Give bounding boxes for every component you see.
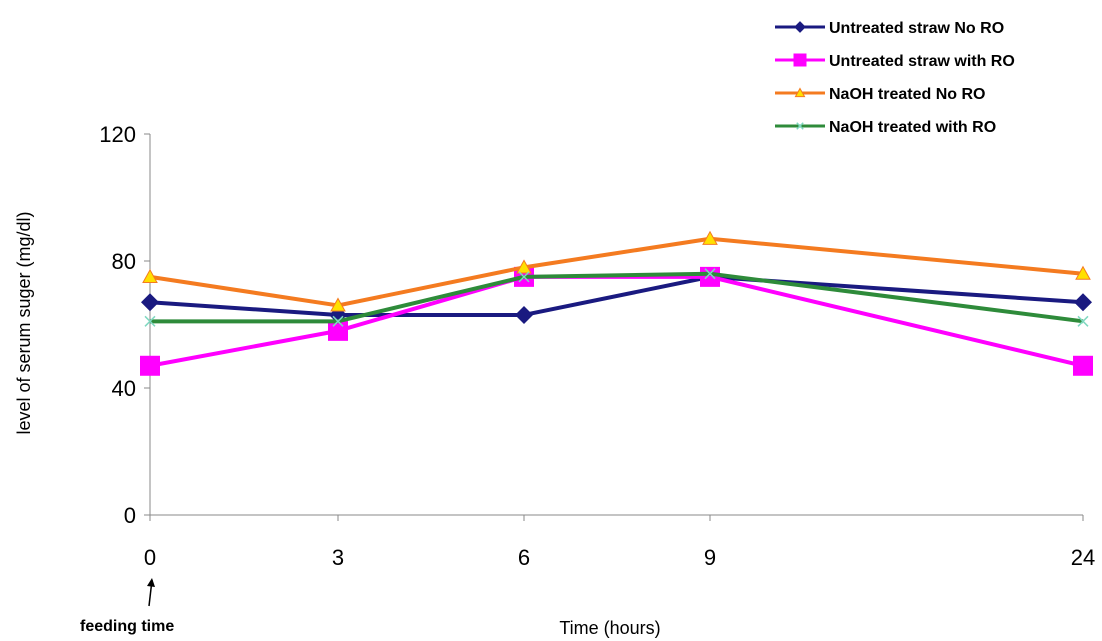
y-ticks: 0 40 80 120	[99, 122, 150, 528]
series-naoh-treated-with-ro	[144, 268, 1089, 327]
data-point	[1074, 293, 1092, 312]
data-point	[328, 320, 348, 341]
data-point	[794, 21, 806, 33]
y-tick-label: 80	[112, 249, 136, 274]
data-point	[1077, 315, 1089, 327]
data-point	[330, 297, 346, 312]
annotation-arrow-head	[147, 578, 155, 587]
data-point	[516, 259, 532, 274]
axes	[149, 134, 1083, 516]
data-point	[515, 305, 533, 324]
x-axis-title: Time (hours)	[559, 618, 660, 638]
data-point	[702, 230, 718, 245]
legend-label: Untreated straw No RO	[829, 20, 1004, 37]
data-point	[704, 268, 716, 280]
y-axis-title: level of serum suger (mg/dl)	[14, 211, 34, 434]
legend-label: Untreated straw with RO	[829, 53, 1015, 70]
data-point	[700, 266, 720, 287]
feeding-time-annotation: feeding time	[80, 578, 174, 635]
data-point	[332, 315, 344, 327]
y-tick-label: 120	[99, 122, 136, 147]
x-tick-label: 3	[332, 545, 344, 570]
x-ticks: 0 3 6 9 24	[144, 515, 1095, 570]
legend-item: NaOH treated No RO	[775, 86, 985, 103]
x-tick-label: 24	[1071, 545, 1095, 570]
x-tick-label: 6	[518, 545, 530, 570]
legend: Untreated straw No RO Untreated straw wit…	[775, 20, 1015, 136]
legend-item: Untreated straw No RO	[775, 20, 1004, 37]
x-tick-label: 9	[704, 545, 716, 570]
data-point	[1073, 355, 1093, 376]
legend-item: NaOH treated with RO	[775, 119, 996, 136]
data-point	[1075, 265, 1091, 280]
legend-label: NaOH treated with RO	[829, 119, 996, 136]
series-layer	[140, 230, 1093, 376]
data-point	[144, 315, 156, 327]
data-point	[142, 268, 158, 283]
data-point	[796, 122, 804, 130]
series-naoh-treated-no-ro	[142, 230, 1091, 312]
data-point	[518, 271, 530, 283]
legend-label: NaOH treated No RO	[829, 86, 985, 103]
y-tick-label: 0	[124, 503, 136, 528]
data-point	[794, 87, 806, 98]
data-point	[793, 53, 807, 67]
legend-item: Untreated straw with RO	[775, 53, 1015, 70]
data-point	[140, 355, 160, 376]
x-tick-label: 0	[144, 545, 156, 570]
y-tick-label: 40	[112, 376, 136, 401]
series-line	[149, 274, 1084, 317]
data-point	[141, 293, 159, 312]
feeding-time-label: feeding time	[80, 618, 174, 635]
